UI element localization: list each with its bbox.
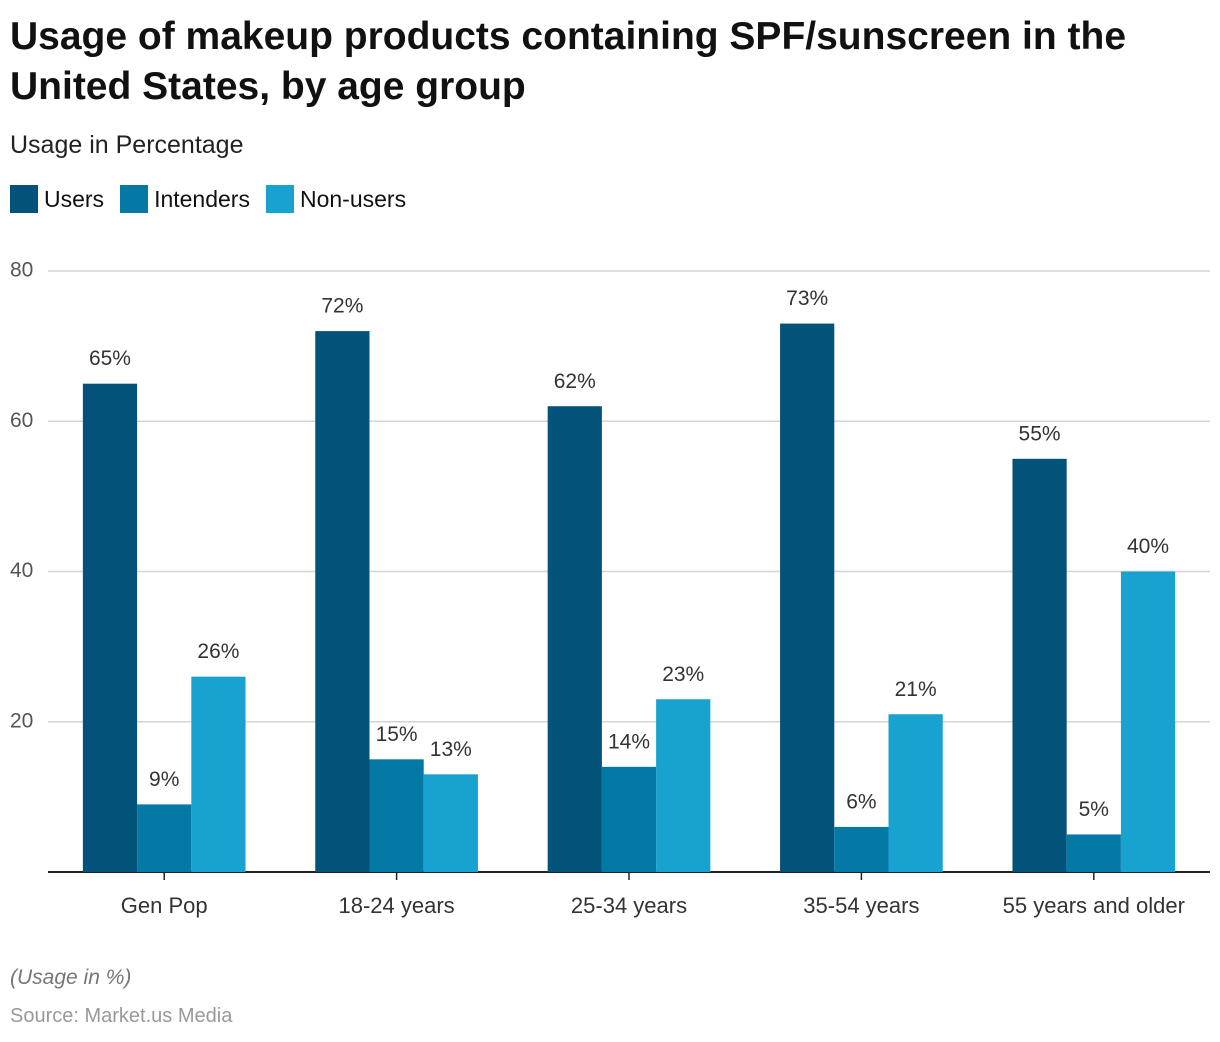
value-label: 13%	[430, 738, 472, 761]
value-label: 55%	[1019, 422, 1061, 445]
bar	[780, 323, 835, 872]
legend-swatch	[10, 185, 38, 213]
value-label: 72%	[321, 295, 363, 318]
note: (Usage in %)	[10, 966, 132, 989]
x-tick-label: 55 years and older	[1003, 893, 1185, 918]
x-tick-label: 25-34 years	[571, 893, 687, 918]
legend-item: Intenders	[120, 185, 250, 213]
value-label: 62%	[554, 370, 596, 393]
value-label: 9%	[149, 768, 179, 791]
bar	[888, 714, 943, 872]
legend-item: Users	[10, 185, 104, 213]
legend-label: Non-users	[299, 185, 407, 212]
value-label: 40%	[1127, 535, 1169, 558]
bar	[547, 406, 602, 872]
value-label: 5%	[1079, 798, 1109, 821]
y-tick-label: 40	[10, 559, 33, 582]
y-tick-label: 60	[10, 409, 33, 432]
value-label: 65%	[89, 347, 131, 370]
bar	[191, 676, 246, 872]
y-tick-label: 80	[10, 259, 33, 282]
x-tick-label: 18-24 years	[339, 893, 455, 918]
bar	[834, 826, 889, 872]
chart-title: Usage of makeup products containing SPF/…	[10, 15, 1127, 108]
value-label: 21%	[895, 678, 937, 701]
legend: Users Intenders Non-users	[10, 185, 406, 213]
bar	[369, 759, 424, 872]
legend-label: Users	[44, 185, 105, 212]
value-label: 15%	[376, 723, 418, 746]
bar	[315, 331, 370, 873]
source: Source: Market.us Media	[10, 1005, 233, 1027]
value-label: 23%	[662, 663, 704, 686]
legend-label: Intenders	[154, 185, 250, 212]
x-tick-label: Gen Pop	[121, 893, 208, 918]
value-label: 14%	[608, 730, 650, 753]
legend-item: Non-users	[265, 185, 407, 213]
y-tick-label: 20	[10, 709, 33, 732]
bar	[423, 774, 478, 872]
value-label: 6%	[846, 790, 876, 813]
bar	[1120, 571, 1176, 872]
chart-subtitle: Usage in Percentage	[10, 131, 244, 159]
bar	[1012, 458, 1067, 872]
legend-swatch	[120, 185, 149, 213]
x-tick-label: 35-54 years	[803, 893, 919, 918]
bar	[82, 383, 138, 872]
value-label: 26%	[197, 640, 239, 663]
bar	[656, 699, 711, 872]
bar	[1066, 834, 1121, 872]
value-label: 73%	[786, 287, 828, 310]
legend-swatch	[265, 185, 294, 213]
bar	[137, 804, 192, 872]
bar	[601, 766, 657, 872]
